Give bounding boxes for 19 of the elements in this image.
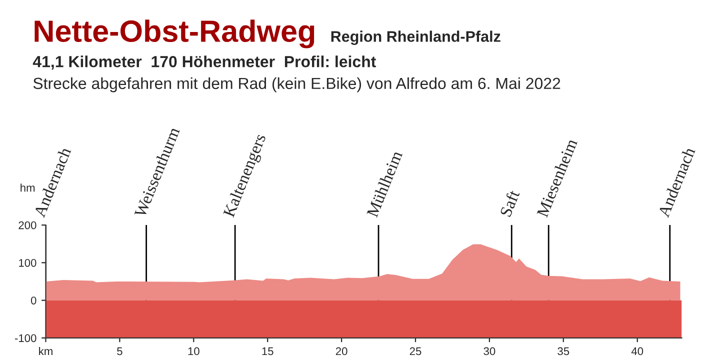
text: 41,1 Kilometer 170 Höhenmeter Profil: leicht <box>32 56 376 70</box>
x-tick-label: 5 <box>117 347 122 356</box>
x-tick-label: 35 <box>558 347 570 356</box>
y-tick-label: -100 <box>14 334 36 342</box>
x-tick-label: 15 <box>262 347 274 356</box>
chart-title: Nette-Obst-Radweg <box>34 20 314 48</box>
y-tick-label: 0 <box>30 296 36 304</box>
x-tick-label: 30 <box>484 347 496 356</box>
text: Strecke abgefahren mit dem Rad (kein E.Bike) von Alfredo am 6. Mai 2022 <box>33 77 560 92</box>
y-tick-label: 100 <box>19 258 36 267</box>
x-tick-label: km <box>39 346 52 356</box>
y-axis-title: hm <box>20 184 35 192</box>
x-tick-label: 40 <box>631 347 644 356</box>
x-tick-label: 20 <box>336 347 348 356</box>
y-tick-label: 200 <box>18 221 36 230</box>
x-tick-label: 25 <box>410 347 422 356</box>
x-tick-label: 10 <box>188 347 200 356</box>
ref-line-label: Saft <box>499 188 520 218</box>
chart-subtitle: Region Rheinland-Pfalz <box>331 30 500 45</box>
